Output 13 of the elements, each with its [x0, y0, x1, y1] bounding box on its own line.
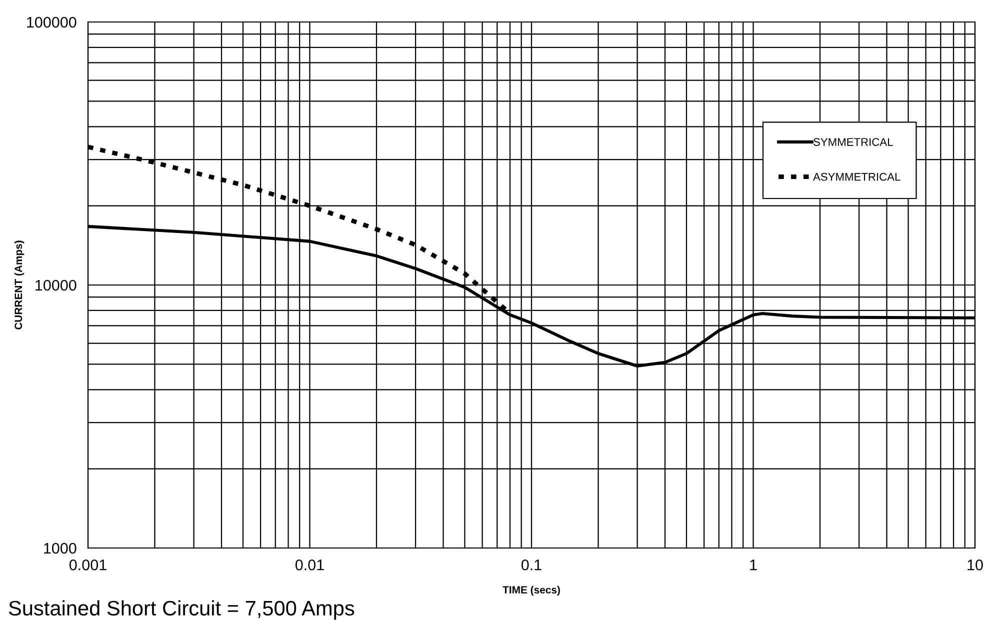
y-tick-label: 10000	[36, 280, 76, 291]
x-tick-label: 1	[750, 560, 757, 570]
x-tick-label: 0.001	[69, 560, 106, 570]
x-tick-label: 0.01	[295, 560, 324, 570]
legend-label: SYMMETRICAL	[814, 138, 893, 146]
y-tick-label: 1000	[44, 542, 76, 554]
y-axis-title: CURRENT (Amps)	[14, 240, 24, 330]
y-tick-label: 100000	[27, 16, 76, 28]
legend-label: ASYMMETRICAL	[813, 172, 900, 181]
x-tick-label: 0.1	[521, 560, 542, 570]
x-tick-label: 10	[968, 560, 983, 570]
x-axis-title: TIME (secs)	[502, 586, 560, 596]
text: Sustained Short Circuit = 7,500 Amps	[8, 600, 354, 620]
